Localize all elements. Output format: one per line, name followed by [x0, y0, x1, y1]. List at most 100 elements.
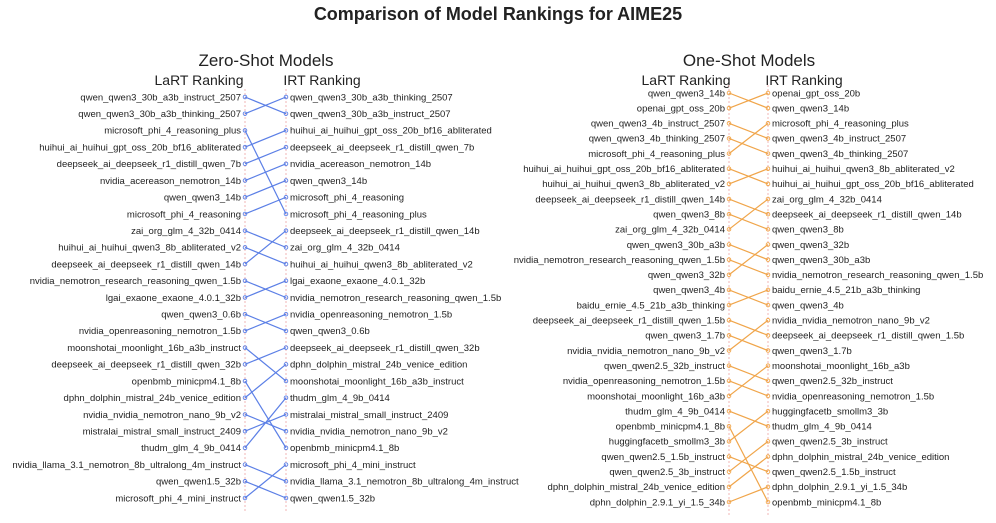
- zero-shot-lart-point: [242, 362, 248, 367]
- one-shot-lart-label: qwen_qwen3_1.7b: [645, 331, 725, 342]
- one-shot-irt-label: qwen_qwen2.5_32b_instruct: [772, 376, 893, 387]
- one-shot-irt-label: thudm_glm_4_9b_0414: [772, 422, 872, 433]
- one-shot-irt-label: qwen_qwen3_14b: [772, 103, 849, 114]
- one-shot-irt-label: qwen_qwen3_8b: [772, 225, 844, 236]
- zero-shot-panel: Zero-Shot Models LaRT Ranking IRT Rankin…: [12, 51, 519, 512]
- one-shot-irt-point: [765, 408, 771, 414]
- one-shot-rank-link: [728, 410, 769, 442]
- one-shot-irt-label: huihui_ai_huihui_qwen3_8b_abliterated_v2: [772, 164, 955, 175]
- one-shot-lart-point: [726, 90, 732, 96]
- one-shot-irt-label: qwen_qwen2.5_3b_instruct: [772, 437, 888, 448]
- one-shot-lart-point: [726, 408, 732, 414]
- zero-shot-lart-label: nvidia_nvidia_nemotron_nano_9b_v2: [83, 410, 241, 421]
- zero-shot-lart-label: nvidia_acereason_nemotron_14b: [100, 176, 241, 187]
- figure-title: Comparison of Model Rankings for AIME25: [314, 4, 682, 24]
- zero-shot-rank-link: [244, 246, 287, 265]
- one-shot-rank-link: [728, 137, 769, 155]
- zero-shot-lart-point: [242, 144, 248, 150]
- zero-shot-irt-label: openbmb_minicpm4.1_8b: [290, 443, 399, 454]
- zero-shot-irt-label: microsoft_phi_4_reasoning: [290, 193, 404, 204]
- zero-shot-rank-link: [244, 230, 287, 248]
- zero-shot-rank-link: [244, 480, 287, 499]
- one-shot-lart-label: qwen_qwen3_8b: [653, 209, 725, 220]
- one-shot-irt-label: qwen_qwen3_32b: [772, 240, 849, 251]
- one-shot-rank-link: [728, 319, 769, 336]
- zero-shot-lart-label: lgai_exaone_exaone_4.0.1_32b: [106, 293, 241, 304]
- one-shot-irt-point: [765, 136, 771, 141]
- one-shot-lart-label: dphn_dolphin_mistral_24b_venice_edition: [548, 482, 725, 493]
- one-shot-panel-title: One-Shot Models: [683, 51, 815, 70]
- zero-shot-irt-label: nvidia_nemotron_research_reasoning_qwen_…: [290, 293, 501, 304]
- zero-shot-lart-label: microsoft_phi_4_reasoning: [127, 209, 241, 220]
- one-shot-lart-header: LaRT Ranking: [642, 72, 731, 88]
- one-shot-rank-link: [728, 365, 769, 397]
- one-shot-rank-link: [728, 410, 769, 427]
- zero-shot-lart-label: nvidia_openreasoning_nemotron_1.5b: [79, 326, 241, 337]
- zero-shot-rank-link: [244, 280, 287, 299]
- one-shot-irt-point: [765, 484, 771, 490]
- zero-shot-lart-point: [242, 395, 248, 401]
- one-shot-rank-link: [728, 122, 769, 155]
- one-shot-rank-link: [728, 455, 769, 473]
- one-shot-lart-label: zai_org_glm_4_32b_0414: [615, 225, 725, 236]
- zero-shot-rank-link: [244, 347, 287, 365]
- one-shot-rank-link: [728, 365, 769, 382]
- one-shot-irt-label: openbmb_minicpm4.1_8b: [772, 497, 881, 508]
- one-shot-lart-point: [726, 393, 732, 399]
- one-shot-irt-header: IRT Ranking: [765, 72, 842, 88]
- one-shot-lart-label: qwen_qwen3_4b: [653, 285, 725, 296]
- zero-shot-irt-header: IRT Ranking: [283, 72, 360, 88]
- one-shot-lart-point: [726, 272, 732, 278]
- zero-shot-lart-point: [242, 495, 248, 501]
- one-shot-irt-point: [765, 424, 771, 429]
- zero-shot-lart-point: [242, 412, 248, 417]
- one-shot-lart-point: [726, 257, 732, 262]
- one-shot-irt-point: [765, 257, 771, 262]
- zero-shot-rank-link: [244, 363, 287, 399]
- one-shot-irt-point: [765, 211, 771, 217]
- one-shot-irt-point: [765, 348, 771, 353]
- zero-shot-irt-label: dphn_dolphin_mistral_24b_venice_edition: [290, 360, 467, 371]
- zero-shot-lart-point: [242, 328, 248, 334]
- zero-shot-irt-label: moonshotai_moonlight_16b_a3b_instruct: [290, 376, 464, 387]
- zero-shot-lart-point: [242, 111, 248, 116]
- one-shot-lart-point: [726, 484, 732, 490]
- zero-shot-lart-label: deepseek_ai_deepseek_r1_distill_qwen_7b: [57, 159, 241, 170]
- one-shot-irt-label: baidu_ernie_4.5_21b_a3b_thinking: [772, 285, 920, 296]
- zero-shot-lart-label: huihui_ai_huihui_gpt_oss_20b_bf16_ablite…: [39, 142, 241, 153]
- one-shot-lart-point: [726, 317, 732, 323]
- zero-shot-irt-point: [283, 94, 289, 100]
- zero-shot-irt-point: [283, 245, 289, 250]
- zero-shot-irt-point: [283, 428, 289, 434]
- zero-shot-irt-label: qwen_qwen3_30b_a3b_instruct_2507: [290, 109, 451, 120]
- zero-shot-irt-point: [283, 261, 289, 267]
- one-shot-rank-link: [728, 319, 769, 351]
- zero-shot-rank-link: [244, 380, 287, 449]
- zero-shot-lart-label: qwen_qwen3_30b_a3b_instruct_2507: [80, 92, 241, 103]
- one-shot-irt-point: [765, 196, 771, 202]
- zero-shot-irt-label: qwen_qwen3_0.6b: [290, 326, 370, 337]
- zero-shot-irt-label: nvidia_acereason_nemotron_14b: [290, 159, 431, 170]
- zero-shot-lart-point: [242, 161, 248, 167]
- zero-shot-irt-point: [283, 479, 289, 484]
- one-shot-irt-point: [765, 242, 771, 247]
- one-shot-irt-label: dphn_dolphin_mistral_24b_venice_edition: [772, 452, 949, 463]
- one-shot-rank-link: [728, 440, 769, 473]
- one-shot-rank-link: [728, 198, 769, 230]
- one-shot-lart-point: [726, 227, 732, 232]
- one-shot-lart-label: qwen_qwen2.5_1.5b_instruct: [601, 452, 725, 463]
- zero-shot-irt-point: [283, 462, 289, 467]
- one-shot-lart-label: qwen_qwen3_4b_instruct_2507: [591, 119, 725, 130]
- zero-shot-irt-label: huihui_ai_huihui_qwen3_8b_abliterated_v2: [290, 259, 473, 270]
- one-shot-irt-label: qwen_qwen3_4b: [772, 300, 844, 311]
- zero-shot-rank-link: [244, 163, 287, 182]
- zero-shot-lart-point: [242, 211, 248, 217]
- zero-shot-lart-label: qwen_qwen3_30b_a3b_thinking_2507: [78, 109, 241, 120]
- one-shot-lart-label: nvidia_nvidia_nemotron_nano_9b_v2: [567, 346, 725, 357]
- one-shot-rank-link: [728, 456, 769, 488]
- zero-shot-irt-point: [283, 445, 289, 451]
- zero-shot-lart-label: microsoft_phi_4_reasoning_plus: [104, 126, 241, 137]
- zero-shot-irt-point: [283, 111, 289, 116]
- one-shot-lart-point: [726, 105, 732, 111]
- zero-shot-lart-label: mistralai_mistral_small_instruct_2409: [83, 426, 241, 437]
